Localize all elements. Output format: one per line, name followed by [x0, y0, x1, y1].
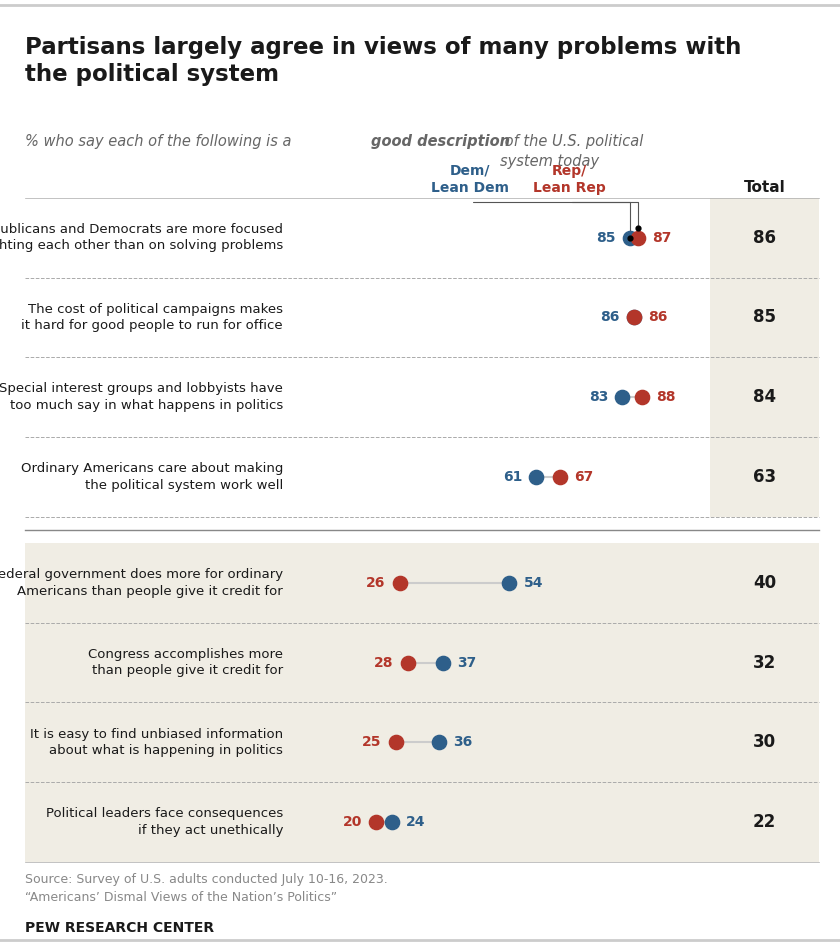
Point: [635, 390, 648, 405]
Bar: [710, 198, 819, 278]
Text: % who say each of the following is a: % who say each of the following is a: [25, 134, 297, 149]
Point: [389, 735, 402, 750]
Text: 84: 84: [753, 388, 776, 406]
Bar: [25, 543, 710, 623]
Text: 28: 28: [374, 656, 393, 670]
Bar: [710, 278, 819, 357]
Bar: [710, 703, 819, 782]
Point: [627, 310, 641, 325]
Point: [623, 230, 637, 245]
Point: [530, 469, 543, 484]
Text: 67: 67: [575, 470, 593, 484]
Point: [623, 230, 637, 245]
Bar: [710, 782, 819, 862]
Text: 26: 26: [366, 576, 386, 590]
Point: [401, 655, 414, 670]
Bar: [25, 623, 710, 703]
Point: [393, 576, 407, 591]
Point: [616, 390, 629, 405]
Point: [627, 310, 641, 325]
Point: [554, 469, 567, 484]
Point: [370, 815, 383, 830]
Point: [432, 735, 445, 750]
Text: Ordinary Americans care about making
the political system work well: Ordinary Americans care about making the…: [21, 463, 283, 492]
Text: Special interest groups and lobbyists have
too much say in what happens in polit: Special interest groups and lobbyists ha…: [0, 382, 283, 412]
Text: It is easy to find unbiased information
about what is happening in politics: It is easy to find unbiased information …: [30, 727, 283, 757]
Bar: [710, 623, 819, 703]
Text: 85: 85: [753, 308, 776, 326]
Bar: [710, 357, 819, 437]
Text: 61: 61: [503, 470, 522, 484]
Text: 63: 63: [753, 468, 776, 486]
Text: 86: 86: [753, 229, 776, 247]
Text: Political leaders face consequences
if they act unethically: Political leaders face consequences if t…: [46, 807, 283, 836]
Text: The federal government does more for ordinary
Americans than people give it cred: The federal government does more for ord…: [0, 568, 283, 597]
Text: 22: 22: [753, 813, 776, 831]
Text: 40: 40: [753, 574, 776, 592]
Bar: [710, 543, 819, 623]
Text: 86: 86: [601, 311, 620, 324]
Text: Congress accomplishes more
than people give it credit for: Congress accomplishes more than people g…: [88, 648, 283, 677]
Text: 37: 37: [457, 656, 476, 670]
Text: 36: 36: [453, 736, 472, 749]
Text: 20: 20: [343, 815, 362, 829]
Point: [632, 220, 645, 236]
Point: [502, 576, 516, 591]
Text: 24: 24: [407, 815, 426, 829]
Bar: [710, 437, 819, 516]
Text: 85: 85: [596, 231, 616, 245]
Text: The cost of political campaigns makes
it hard for good people to run for office: The cost of political campaigns makes it…: [22, 302, 283, 333]
Text: 54: 54: [523, 576, 543, 590]
Text: Source: Survey of U.S. adults conducted July 10-16, 2023.
“Americans’ Dismal Vie: Source: Survey of U.S. adults conducted …: [25, 873, 388, 904]
Text: good description: good description: [371, 134, 510, 149]
Text: 87: 87: [653, 231, 672, 245]
Text: PEW RESEARCH CENTER: PEW RESEARCH CENTER: [25, 921, 214, 935]
Text: 88: 88: [656, 390, 675, 404]
Text: Rep/
Lean Rep: Rep/ Lean Rep: [533, 164, 606, 195]
Text: Total: Total: [743, 180, 785, 195]
Text: 83: 83: [589, 390, 608, 404]
Point: [632, 230, 645, 245]
Bar: [25, 703, 710, 782]
Text: Dem/
Lean Dem: Dem/ Lean Dem: [432, 164, 509, 195]
Text: Partisans largely agree in views of many problems with
the political system: Partisans largely agree in views of many…: [25, 36, 742, 87]
Text: 30: 30: [753, 734, 776, 752]
Text: 32: 32: [753, 654, 776, 672]
Text: 25: 25: [362, 736, 381, 749]
Point: [386, 815, 399, 830]
Text: Republicans and Democrats are more focused
on fighting each other than on solvin: Republicans and Democrats are more focus…: [0, 223, 283, 252]
Bar: [25, 782, 710, 862]
Text: 86: 86: [648, 311, 668, 324]
Text: of the U.S. political
system today: of the U.S. political system today: [500, 134, 643, 169]
Point: [436, 655, 449, 670]
